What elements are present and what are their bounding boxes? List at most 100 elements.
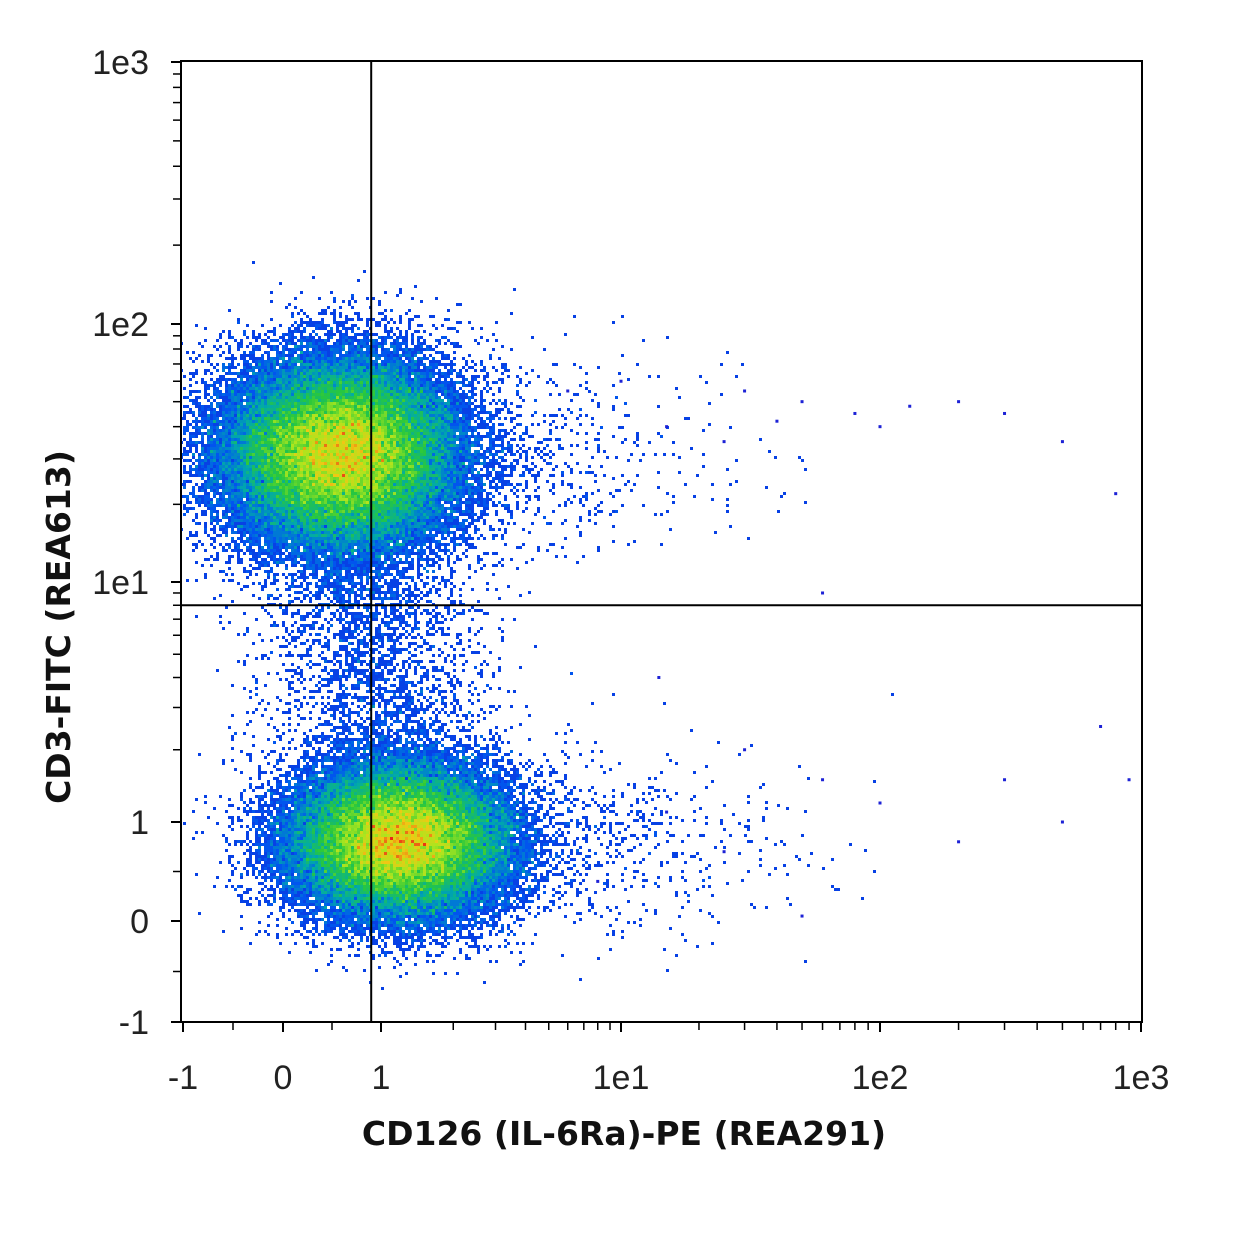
density-cell — [294, 528, 297, 531]
density-cell — [381, 525, 384, 528]
density-cell — [396, 444, 399, 447]
density-cell — [333, 363, 336, 366]
density-cell — [468, 420, 471, 423]
density-cell — [363, 504, 366, 507]
density-cell — [240, 369, 243, 372]
density-cell — [201, 345, 204, 348]
density-cell — [258, 444, 261, 447]
density-cell — [363, 468, 366, 471]
density-cell — [318, 372, 321, 375]
density-cell — [312, 384, 315, 387]
density-cell — [216, 471, 219, 474]
density-cell — [405, 453, 408, 456]
density-cell — [282, 384, 285, 387]
density-cell — [300, 429, 303, 432]
density-cell — [243, 411, 246, 414]
density-cell — [297, 507, 300, 510]
density-cell — [390, 501, 393, 504]
density-cell — [273, 471, 276, 474]
density-cell — [462, 471, 465, 474]
density-cell — [384, 519, 387, 522]
density-cell — [405, 366, 408, 369]
density-cell — [333, 471, 336, 474]
density-cell — [198, 432, 201, 435]
density-cell — [315, 486, 318, 489]
density-cell — [267, 534, 270, 537]
density-cell — [267, 495, 270, 498]
density-cell — [498, 444, 501, 447]
density-cell — [255, 519, 258, 522]
density-cell — [234, 447, 237, 450]
density-cell — [357, 489, 360, 492]
density-cell — [339, 528, 342, 531]
density-cell — [414, 285, 417, 288]
density-cell — [213, 492, 216, 495]
density-cell — [243, 495, 246, 498]
density-cell — [270, 534, 273, 537]
density-cell — [336, 390, 339, 393]
density-cell — [399, 345, 402, 348]
density-cell — [252, 462, 255, 465]
density-cell — [399, 537, 402, 540]
density-cell — [237, 321, 240, 324]
density-cell — [312, 381, 315, 384]
density-cell — [321, 456, 324, 459]
density-cell — [345, 363, 348, 366]
density-cell — [294, 453, 297, 456]
density-cell — [420, 414, 423, 417]
density-cell — [498, 456, 501, 459]
density-cell — [342, 546, 345, 549]
density-cell — [330, 390, 333, 393]
density-cell — [447, 501, 450, 504]
density-cell — [324, 432, 327, 435]
density-cell — [297, 372, 300, 375]
density-cell — [336, 387, 339, 390]
density-cell — [264, 408, 267, 411]
density-cell — [378, 450, 381, 453]
density-cell — [267, 462, 270, 465]
density-cell — [330, 504, 333, 507]
density-cell — [339, 513, 342, 516]
density-cell — [498, 477, 501, 480]
density-cell — [354, 468, 357, 471]
density-cell — [366, 558, 369, 561]
density-cell — [339, 483, 342, 486]
density-cell — [345, 417, 348, 420]
density-cell — [324, 372, 327, 375]
density-cell — [336, 519, 339, 522]
density-cell — [381, 375, 384, 378]
density-cell — [354, 498, 357, 501]
density-cell — [399, 543, 402, 546]
density-cell — [435, 414, 438, 417]
density-cell — [318, 342, 321, 345]
density-cell — [258, 465, 261, 468]
density-cell — [405, 441, 408, 444]
density-cell — [333, 486, 336, 489]
density-cell — [387, 441, 390, 444]
density-cell — [375, 426, 378, 429]
density-cell — [291, 534, 294, 537]
density-cell — [297, 357, 300, 360]
density-cell — [372, 345, 375, 348]
density-cell — [252, 408, 255, 411]
density-cell — [387, 513, 390, 516]
density-cell — [246, 453, 249, 456]
density-cell — [357, 528, 360, 531]
density-cell — [312, 525, 315, 528]
density-cell — [405, 414, 408, 417]
density-cell — [330, 393, 333, 396]
density-cell — [279, 447, 282, 450]
density-cell — [342, 462, 345, 465]
density-cell — [438, 513, 441, 516]
density-cell — [258, 513, 261, 516]
density-cell — [222, 405, 225, 408]
density-cell — [282, 423, 285, 426]
density-cell — [402, 432, 405, 435]
density-cell — [438, 435, 441, 438]
density-cell — [279, 483, 282, 486]
density-cell — [429, 495, 432, 498]
density-cell — [348, 420, 351, 423]
density-cell — [312, 393, 315, 396]
density-cell — [288, 393, 291, 396]
density-cell — [372, 342, 375, 345]
